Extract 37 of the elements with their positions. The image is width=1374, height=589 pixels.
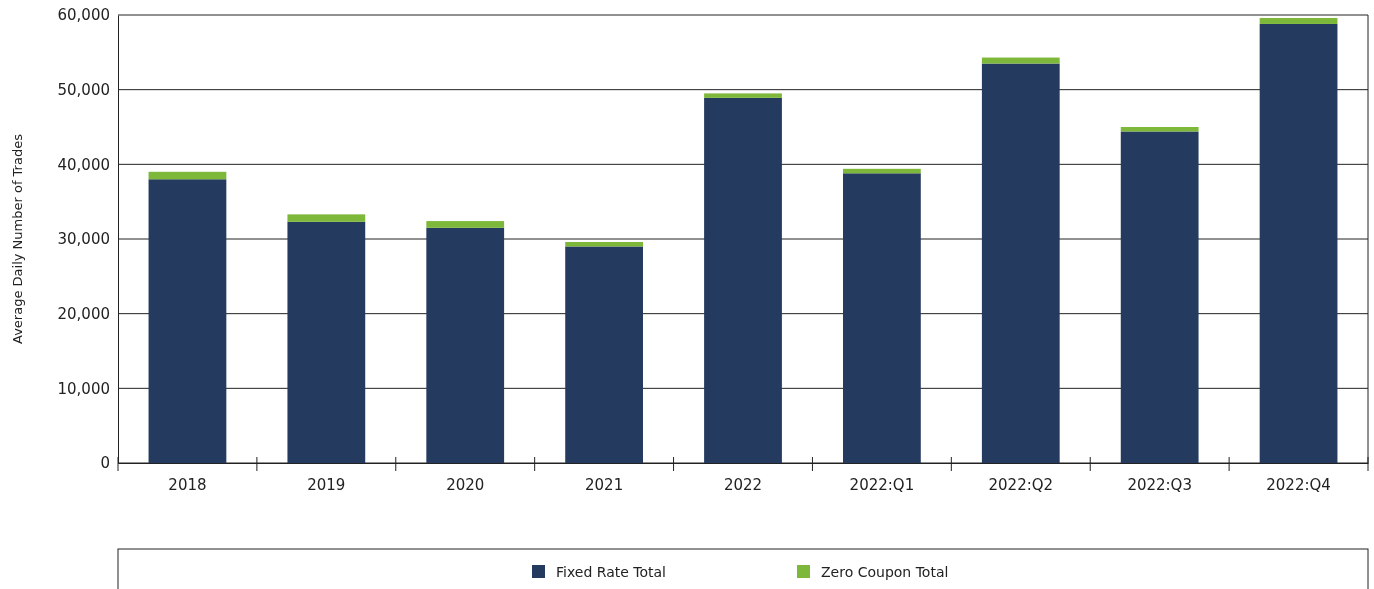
bar xyxy=(981,57,1060,64)
bar xyxy=(843,168,921,174)
y-axis-title: Average Daily Number of Trades xyxy=(10,133,25,344)
bar xyxy=(148,179,227,463)
y-tick-label: 40,000 xyxy=(57,155,110,174)
bar xyxy=(426,221,505,228)
x-tick-label: 2018 xyxy=(168,475,207,494)
bar xyxy=(287,221,366,463)
x-tick-label: 2022 xyxy=(723,475,763,494)
bar xyxy=(426,227,505,463)
bar xyxy=(981,63,1060,463)
bar xyxy=(843,173,921,463)
bar xyxy=(565,246,643,463)
x-tick-label: 2022:Q3 xyxy=(1127,475,1192,494)
x-tick-label: 2019 xyxy=(307,475,346,494)
bar xyxy=(287,214,366,222)
legend-label: Fixed Rate Total xyxy=(556,564,666,580)
x-tick-label: 2020 xyxy=(446,475,485,494)
y-tick-label: 30,000 xyxy=(57,230,110,249)
bar xyxy=(704,93,782,98)
bar xyxy=(1259,17,1338,24)
x-tick-label: 2022:Q2 xyxy=(988,475,1054,494)
bar xyxy=(1259,23,1338,463)
bar xyxy=(1120,131,1199,463)
y-tick-label: 50,000 xyxy=(57,80,110,99)
bar xyxy=(1120,127,1199,132)
y-tick-label: 10,000 xyxy=(57,379,110,398)
bar xyxy=(704,97,782,463)
x-tick-label: 2021 xyxy=(585,475,624,494)
x-tick-label: 2022:Q1 xyxy=(849,475,915,494)
bar xyxy=(565,241,643,247)
y-tick-label: 60,000 xyxy=(57,6,110,25)
legend-label: Zero Coupon Total xyxy=(821,564,949,580)
x-tick-label: 2022:Q4 xyxy=(1266,475,1331,494)
y-tick-label: 20,000 xyxy=(57,304,110,323)
bar xyxy=(148,171,227,180)
y-tick-label: 0 xyxy=(100,454,110,473)
